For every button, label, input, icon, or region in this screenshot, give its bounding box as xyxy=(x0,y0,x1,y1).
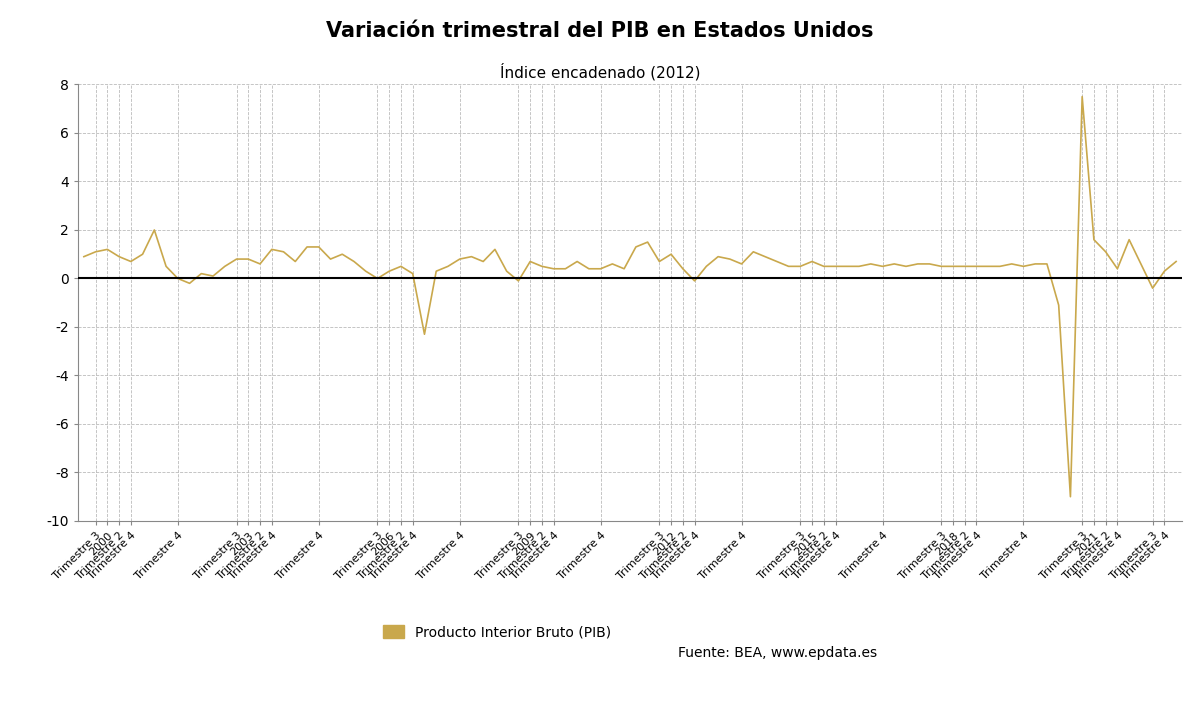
Text: Fuente: BEA, www.epdata.es: Fuente: BEA, www.epdata.es xyxy=(678,646,877,660)
Text: Variación trimestral del PIB en Estados Unidos: Variación trimestral del PIB en Estados … xyxy=(326,21,874,41)
Legend: Producto Interior Bruto (PIB): Producto Interior Bruto (PIB) xyxy=(378,620,617,645)
Text: Índice encadenado (2012): Índice encadenado (2012) xyxy=(499,63,701,81)
